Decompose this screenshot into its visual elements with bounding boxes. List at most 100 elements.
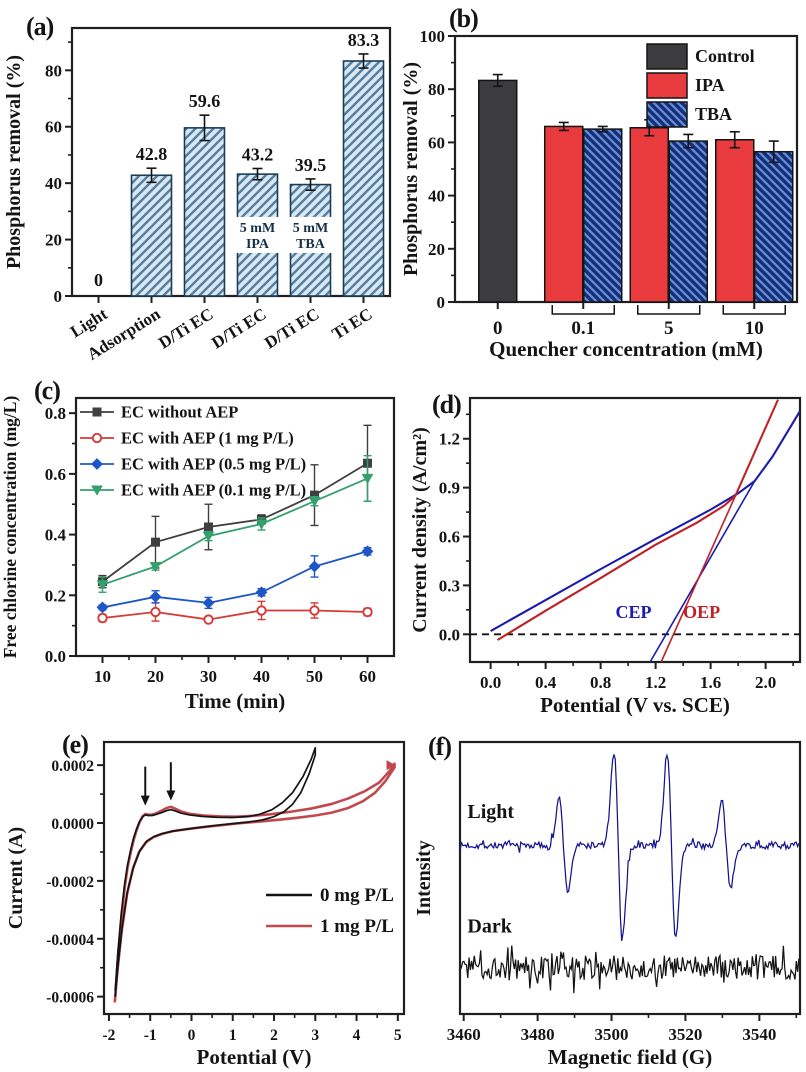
axes: 0.0002 0.0000 -0.0002 -0.0004 -0.0006 -2 -1 0 1 2… bbox=[46, 740, 406, 1044]
svg-text:0.4: 0.4 bbox=[45, 526, 67, 545]
svg-text:Potential (V vs. SCE): Potential (V vs. SCE) bbox=[540, 693, 730, 717]
svg-text:0.2: 0.2 bbox=[45, 586, 66, 605]
panel-c: (c) 0.0 0.2 0.4 0.6 0.8 10 20 30 40 50 60 Free chlo… bbox=[0, 362, 410, 720]
group-bracket bbox=[551, 305, 615, 315]
svg-text:0.6: 0.6 bbox=[439, 528, 460, 547]
svg-text:0: 0 bbox=[437, 293, 446, 312]
svg-text:0: 0 bbox=[54, 287, 63, 306]
panel-d-chart: 0.0 0.3 0.6 0.9 1.2 0.0 0.4 0.8 1.2 1.6 2.0 Current… bbox=[410, 396, 802, 717]
svg-text:1 mg P/L: 1 mg P/L bbox=[320, 916, 394, 937]
panel-c-letter: (c) bbox=[34, 376, 61, 405]
svg-text:39.5: 39.5 bbox=[295, 155, 327, 175]
svg-text:20: 20 bbox=[428, 240, 445, 259]
svg-text:Magnetic field (G): Magnetic field (G) bbox=[548, 1045, 712, 1069]
legend: EC without AEP EC with AEP (1 mg P/L) EC w… bbox=[80, 403, 306, 500]
svg-text:3520: 3520 bbox=[668, 1025, 702, 1044]
svg-text:Time (min): Time (min) bbox=[185, 689, 286, 713]
panel-e: (e) 0.0002 0.0000 -0.0002 -0.0004 -0.0006 -2 -… bbox=[0, 720, 410, 1072]
svg-text:OEP: OEP bbox=[683, 602, 720, 622]
svg-text:Free chlorine concentration (m: Free chlorine concentration (mg/L) bbox=[0, 396, 20, 659]
svg-text:Ti EC: Ti EC bbox=[329, 304, 376, 343]
svg-text:60: 60 bbox=[428, 133, 445, 152]
svg-text:0.8: 0.8 bbox=[45, 404, 66, 423]
svg-text:40: 40 bbox=[428, 187, 445, 206]
bar bbox=[342, 60, 385, 297]
panel-b: (b) 0 20 40 60 80 100 Phosphorus removal (%) Qu… bbox=[403, 0, 806, 362]
bar bbox=[183, 127, 226, 297]
svg-text:EC with AEP (0.1 mg P/L): EC with AEP (0.1 mg P/L) bbox=[121, 481, 306, 500]
svg-text:0.3: 0.3 bbox=[439, 576, 460, 595]
series bbox=[96, 545, 374, 614]
svg-text:0.0000: 0.0000 bbox=[51, 816, 94, 833]
svg-text:D/Ti EC: D/Ti EC bbox=[155, 304, 216, 352]
legend: Control IPA TBA bbox=[646, 43, 755, 128]
panel-e-letter: (e) bbox=[62, 730, 89, 759]
svg-text:1.2: 1.2 bbox=[645, 673, 666, 692]
curve-end-marker bbox=[386, 760, 396, 771]
svg-text:3: 3 bbox=[311, 1027, 319, 1044]
svg-text:0.9: 0.9 bbox=[439, 479, 460, 498]
svg-text:1: 1 bbox=[229, 1027, 237, 1044]
series bbox=[98, 424, 372, 589]
svg-text:Light: Light bbox=[467, 801, 514, 823]
axes: 3460 3480 3500 3520 3540 bbox=[447, 740, 802, 1044]
svg-text:IPA: IPA bbox=[695, 75, 725, 95]
svg-text:TBA: TBA bbox=[296, 237, 326, 252]
panel-f: (f) 3460 3480 3500 3520 3540 Intensity Magneti… bbox=[410, 720, 806, 1072]
svg-text:-0.0004: -0.0004 bbox=[46, 932, 94, 949]
panel-d-letter: (d) bbox=[432, 390, 462, 419]
svg-text:0.0: 0.0 bbox=[45, 647, 66, 666]
svg-text:3480: 3480 bbox=[521, 1025, 555, 1044]
curve bbox=[660, 495, 737, 663]
svg-text:30: 30 bbox=[200, 667, 217, 686]
curve bbox=[496, 399, 779, 641]
svg-text:4: 4 bbox=[353, 1027, 361, 1044]
svg-text:43.2: 43.2 bbox=[242, 144, 274, 164]
svg-text:-0.0006: -0.0006 bbox=[46, 990, 94, 1007]
svg-text:D/Ti EC: D/Ti EC bbox=[261, 304, 322, 352]
svg-text:Potential (V): Potential (V) bbox=[197, 1045, 312, 1069]
svg-text:5 mM: 5 mM bbox=[293, 221, 328, 236]
svg-text:EC without AEP: EC without AEP bbox=[121, 403, 238, 422]
bars bbox=[478, 73, 794, 303]
svg-text:0.0: 0.0 bbox=[439, 625, 460, 644]
svg-text:1.2: 1.2 bbox=[439, 430, 460, 449]
svg-text:Phosphorus removal (%): Phosphorus removal (%) bbox=[403, 62, 422, 276]
svg-text:0 mg P/L: 0 mg P/L bbox=[320, 885, 394, 906]
svg-text:Control: Control bbox=[695, 46, 755, 66]
svg-text:40: 40 bbox=[45, 174, 62, 193]
svg-text:42.8: 42.8 bbox=[136, 144, 168, 164]
svg-text:10: 10 bbox=[94, 667, 111, 686]
svg-text:80: 80 bbox=[45, 61, 62, 80]
svg-text:83.3: 83.3 bbox=[348, 30, 380, 50]
svg-text:2: 2 bbox=[270, 1027, 278, 1044]
svg-text:0.8: 0.8 bbox=[590, 673, 611, 692]
panel-a-letter: (a) bbox=[26, 12, 54, 41]
svg-text:60: 60 bbox=[359, 667, 376, 686]
svg-text:-0.0002: -0.0002 bbox=[46, 874, 94, 891]
group-bracket bbox=[722, 305, 786, 315]
panel-a: (a) 0 20 40 60 80 Phosphorus removal (%) 0 42.8… bbox=[0, 0, 403, 362]
svg-text:0.0002: 0.0002 bbox=[51, 758, 94, 775]
svg-text:3540: 3540 bbox=[742, 1025, 776, 1044]
svg-text:EC with AEP (0.5 mg P/L): EC with AEP (0.5 mg P/L) bbox=[121, 455, 306, 474]
svg-text:20: 20 bbox=[147, 667, 164, 686]
svg-text:20: 20 bbox=[45, 231, 62, 250]
curve bbox=[490, 410, 801, 632]
svg-text:5: 5 bbox=[664, 318, 674, 339]
cv-curve bbox=[114, 746, 317, 997]
svg-text:10: 10 bbox=[745, 318, 764, 339]
svg-text:Phosphorus removal (%): Phosphorus removal (%) bbox=[3, 55, 25, 269]
svg-text:50: 50 bbox=[306, 667, 323, 686]
group-bracket bbox=[637, 305, 701, 315]
epr-trace bbox=[459, 945, 800, 994]
panel-a-chart: 0 20 40 60 80 Phosphorus removal (%) 0 42.8 59.6… bbox=[3, 26, 392, 362]
svg-text:0: 0 bbox=[94, 270, 103, 290]
axes: 0 20 40 60 80 100 bbox=[420, 27, 799, 312]
svg-text:0: 0 bbox=[188, 1027, 196, 1044]
epr-trace bbox=[459, 753, 800, 941]
axes: 0.0 0.3 0.6 0.9 1.2 0.0 0.4 0.8 1.2 1.6 2.0 bbox=[439, 396, 802, 692]
svg-text:0.4: 0.4 bbox=[535, 673, 557, 692]
svg-text:3460: 3460 bbox=[447, 1025, 481, 1044]
